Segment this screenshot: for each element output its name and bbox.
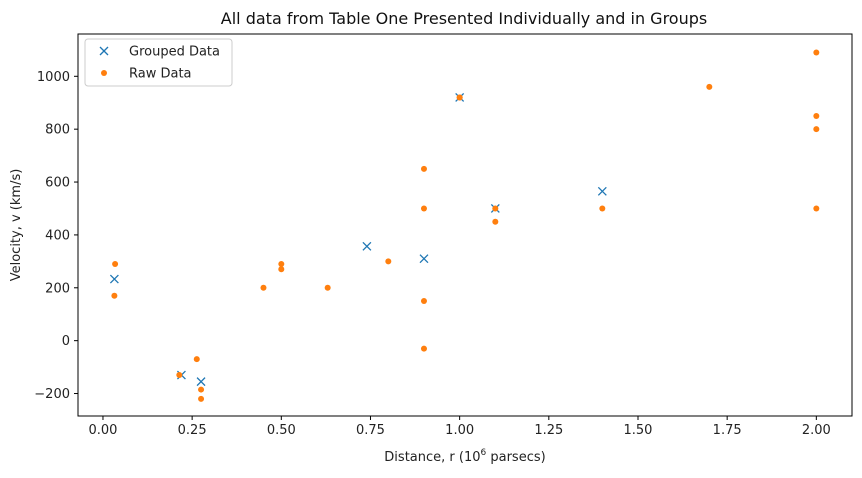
raw-data-point — [456, 94, 463, 101]
raw-data-point — [706, 83, 713, 90]
grouped-data-point — [597, 186, 607, 196]
y-tick-label: 400 — [45, 228, 70, 243]
raw-data-point — [385, 258, 392, 265]
raw-data-point — [324, 284, 331, 291]
raw-data-point — [111, 292, 118, 299]
x-tick-label: 1.00 — [445, 423, 474, 438]
chart-title: All data from Table One Presented Indivi… — [221, 9, 707, 28]
x-tick-label: 1.75 — [713, 423, 742, 438]
raw-data-point — [492, 218, 499, 225]
x-axis-label-superscript: 6 — [481, 448, 487, 458]
raw-data-point — [260, 284, 267, 291]
x-tick-label: 0.00 — [88, 423, 117, 438]
raw-data-point — [198, 386, 205, 393]
raw-data-point — [420, 345, 427, 352]
legend-marker-raw — [101, 70, 107, 76]
grouped-data-series — [109, 92, 607, 387]
x-tick-label: 1.25 — [534, 423, 563, 438]
x-axis: 0.00 0.25 0.50 0.75 1.00 1.25 1.50 1.75 2.00 — [88, 416, 831, 438]
y-axis-label: Velocity, v (km/s) — [9, 169, 24, 282]
raw-data-point — [112, 260, 119, 267]
x-tick-label: 0.25 — [178, 423, 207, 438]
raw-data-point — [278, 260, 285, 267]
raw-data-point — [193, 356, 200, 363]
x-tick-label: 2.00 — [802, 423, 831, 438]
x-tick-label: 1.50 — [624, 423, 653, 438]
grouped-data-point — [109, 274, 119, 284]
y-tick-label: 200 — [45, 281, 70, 296]
raw-data-point — [278, 266, 285, 273]
data-points — [109, 49, 820, 402]
y-axis: −200 0 200 400 600 800 1000 — [34, 70, 78, 402]
y-tick-label: 800 — [45, 123, 70, 138]
plot-area — [77, 33, 853, 417]
raw-data-point — [599, 205, 606, 212]
grouped-data-point — [419, 254, 429, 264]
x-axis-label-prefix: Distance, r (10 — [384, 450, 480, 465]
raw-data-point — [176, 372, 183, 379]
raw-data-point — [198, 395, 205, 402]
y-tick-label: 0 — [62, 334, 70, 349]
x-tick-label: 0.50 — [267, 423, 296, 438]
raw-data-point — [813, 126, 820, 133]
raw-data-point — [492, 205, 499, 212]
y-tick-label: 1000 — [37, 70, 70, 85]
grouped-data-point — [362, 241, 372, 251]
raw-data-point — [813, 205, 820, 212]
raw-data-point — [813, 49, 820, 56]
grouped-data-point — [196, 377, 206, 387]
raw-data-point — [420, 205, 427, 212]
x-axis-label: Distance, r (106 parsecs) — [384, 448, 545, 465]
raw-data-point — [420, 298, 427, 305]
legend-label: Grouped Data — [129, 45, 220, 60]
legend-label: Raw Data — [129, 67, 192, 82]
raw-data-point — [420, 165, 427, 172]
legend-box — [84, 38, 233, 87]
raw-data-point — [813, 112, 820, 119]
x-tick-label: 0.75 — [356, 423, 385, 438]
legend: Grouped Data Raw Data — [84, 38, 233, 87]
raw-data-series — [111, 49, 820, 402]
y-tick-label: −200 — [34, 387, 70, 402]
y-tick-label: 600 — [45, 176, 70, 191]
x-axis-label-suffix: parsecs) — [486, 450, 545, 465]
legend-marker-grouped — [99, 46, 109, 56]
